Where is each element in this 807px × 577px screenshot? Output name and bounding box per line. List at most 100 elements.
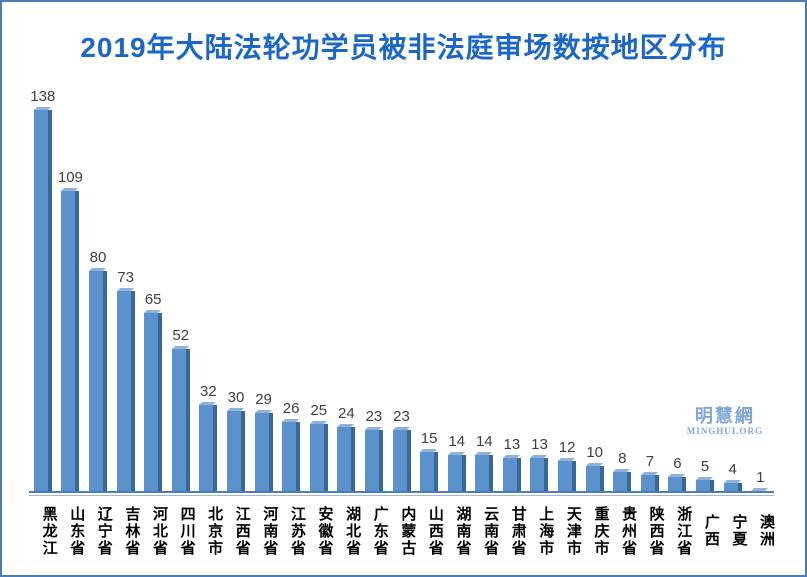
bar: [392, 427, 411, 491]
bar-column: 65: [139, 87, 167, 491]
bar-value-label: 138: [30, 88, 56, 105]
category-label: 陕西省: [647, 505, 665, 557]
bar-face: [116, 291, 131, 491]
bar-value-label: 26: [282, 400, 300, 417]
minghui-watermark: 明慧網 MINGHUI.ORG: [687, 406, 763, 437]
category-label: 甘肃省: [509, 505, 527, 557]
bar-topf: [751, 488, 769, 491]
category-label: 重庆市: [592, 505, 610, 557]
bar: [696, 477, 715, 491]
bar-face: [420, 452, 435, 491]
category-label: 湖北省: [344, 505, 362, 557]
bar-column: 23: [360, 87, 388, 491]
bar-side: [682, 477, 687, 491]
bar-column: 13: [526, 87, 554, 491]
bar: [447, 452, 466, 491]
bar-column: 10: [581, 87, 609, 491]
bar-value-label: 29: [255, 391, 272, 408]
bar-side: [516, 458, 521, 491]
bar-face: [226, 411, 241, 491]
bar-column: 6: [664, 87, 692, 491]
bar-value-label: 73: [117, 269, 134, 286]
bar-side: [268, 413, 273, 491]
bar-value-label: 23: [393, 408, 410, 425]
category-label: 黑龙江: [40, 505, 58, 557]
bar-side: [544, 458, 549, 491]
bar-topf: [254, 410, 272, 413]
category-label: 北京市: [206, 505, 224, 557]
bar-value-label: 30: [227, 389, 245, 406]
bar-side: [599, 466, 604, 491]
category-label: 山东省: [68, 505, 86, 557]
bars-container: 138 109 80 73 65 52 32 30 29 26 25 24 23 23 15 14 14 13 13…: [29, 87, 774, 491]
bar-value-label: 13: [503, 436, 521, 453]
bar-value-label: 65: [144, 291, 162, 308]
category-label: 浙江省: [675, 505, 693, 557]
bar: [88, 268, 107, 491]
bar-side: [351, 427, 356, 491]
bar-value-label: 52: [172, 327, 190, 344]
bar-topf: [226, 408, 244, 411]
bar-face: [640, 475, 655, 491]
bar-side: [323, 424, 328, 491]
category-label: 湖南省: [454, 505, 472, 557]
category-label: 河南省: [261, 505, 279, 557]
bar-column: 12: [553, 87, 581, 491]
bar-face: [613, 472, 628, 491]
bar-face: [696, 480, 711, 491]
bar-value-label: 5: [700, 458, 710, 475]
bar-side: [75, 191, 80, 491]
bar: [282, 419, 301, 491]
bar-face: [723, 483, 738, 491]
bar-side: [240, 411, 245, 491]
bar: [199, 402, 218, 491]
bar-value-label: 80: [89, 249, 107, 266]
bar-side: [213, 405, 218, 491]
bar: [751, 488, 769, 491]
bar-column: 15: [415, 87, 443, 491]
bar: [144, 310, 163, 491]
bar-side: [102, 271, 107, 491]
bar-column: 26: [277, 87, 305, 491]
category-label: 广东省: [371, 505, 389, 557]
bar: [502, 455, 521, 491]
category-label: 上海市: [537, 505, 555, 557]
bar-side: [572, 461, 577, 491]
bar-column: 109: [57, 87, 85, 491]
bar-side: [434, 452, 439, 491]
bar-column: 14: [471, 87, 499, 491]
bar-column: 13: [498, 87, 526, 491]
bar: [337, 424, 356, 491]
bar-value-label: 25: [310, 402, 328, 419]
bar-value-label: 14: [448, 433, 466, 450]
bar-topf: [392, 427, 410, 430]
bar-column: 5: [691, 87, 719, 491]
bar-value-label: 32: [200, 383, 217, 400]
category-label: 四川省: [178, 505, 196, 557]
bar-side: [710, 480, 715, 491]
bar-column: 80: [84, 87, 112, 491]
bar-side: [296, 422, 301, 491]
bar-value-label: 7: [645, 453, 655, 470]
bar-face: [282, 422, 297, 491]
bar: [61, 188, 80, 491]
bar-value-label: 1: [756, 469, 765, 486]
bar-face: [558, 461, 573, 491]
bar: [613, 469, 632, 491]
bar-value-label: 12: [558, 439, 576, 456]
bar-face: [530, 458, 545, 491]
bar-value-label: 10: [586, 444, 604, 461]
bar-face: [475, 455, 490, 491]
bar-value-label: 13: [531, 436, 548, 453]
bar: [254, 410, 273, 491]
bar-side: [185, 349, 190, 491]
category-label: 广西: [702, 514, 720, 548]
bar-face: [585, 466, 600, 491]
bar-column: 29: [250, 87, 278, 491]
bar-column: 32: [195, 87, 223, 491]
bar-column: 25: [305, 87, 333, 491]
bar-topf: [585, 463, 603, 466]
bar-value-label: 23: [365, 408, 383, 425]
bar: [475, 452, 494, 491]
bar-column: 23: [388, 87, 416, 491]
